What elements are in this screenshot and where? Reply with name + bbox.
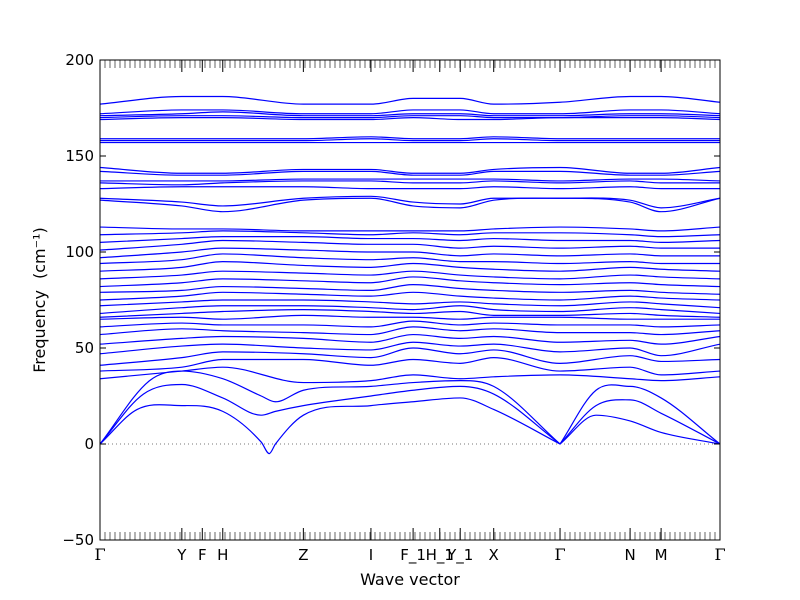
band-line (100, 260, 720, 272)
band-lines (100, 95, 720, 455)
band-line (100, 115, 720, 119)
y-tick-label: 50 (75, 339, 94, 357)
band-line (100, 239, 720, 251)
band-line (100, 383, 561, 445)
y-axis-label-text: Frequency (30, 290, 49, 373)
band-line (100, 314, 720, 320)
x-ticks: Γ Y F H Z I F_1 H_1Y_1 X Γ N M Γ (94, 60, 726, 565)
x-tick-label: Γ (554, 545, 565, 564)
band-line (100, 136, 720, 140)
band-line (100, 236, 720, 244)
band-line (100, 253, 720, 265)
x-tick-label: X (489, 546, 499, 564)
plot-background (100, 60, 720, 540)
plot-frame (99, 59, 721, 541)
band-line (100, 320, 720, 328)
y-tick-label: 200 (65, 51, 94, 69)
band-line (559, 399, 720, 445)
x-tick-label: Y_1 (446, 546, 473, 565)
band-line (100, 366, 720, 384)
x-tick-label: N (624, 546, 635, 564)
band-line (100, 356, 720, 376)
band-line (559, 384, 720, 445)
band-line (100, 180, 720, 186)
y-tick-label: 150 (65, 147, 94, 165)
band-line (100, 276, 720, 288)
band-line (100, 230, 720, 238)
band-line (100, 111, 720, 117)
band-line (100, 341, 720, 357)
x-tick-label: F (198, 546, 207, 564)
x-tick-label: Γ (714, 545, 725, 564)
x-tick-label: M (655, 546, 668, 564)
x-tick-label: F_1 (400, 546, 426, 565)
band-line (100, 333, 720, 345)
band-line (100, 291, 720, 301)
band-line (100, 116, 720, 121)
band-line (100, 326, 720, 336)
band-line (100, 178, 720, 182)
x-tick-label: Γ (94, 545, 105, 564)
band-line (100, 170, 720, 176)
y-tick-label: −50 (62, 531, 94, 549)
band-line (100, 138, 720, 142)
band-line (100, 284, 720, 295)
x-tick-label: H (217, 546, 228, 564)
band-line (100, 195, 720, 209)
y-axis-label: Frequency (cm⁻¹) (30, 227, 49, 372)
x-tick-label: I (369, 546, 373, 564)
band-line (100, 166, 720, 174)
band-line (100, 397, 561, 455)
band-line (100, 270, 720, 280)
band-line (100, 109, 720, 115)
band-line (100, 186, 720, 190)
y-tick-label: 100 (65, 243, 94, 261)
y-tick-label: 0 (84, 435, 94, 453)
band-line (100, 247, 720, 259)
band-line (100, 308, 720, 318)
x-tick-label: H_1 (426, 546, 454, 565)
x-tick-label: Y (176, 546, 187, 564)
band-line (559, 414, 720, 445)
x-tick-label: Z (298, 546, 308, 564)
y-axis-label-unit: (cm⁻¹) (30, 227, 49, 279)
band-line (100, 226, 720, 232)
band-line (100, 197, 720, 213)
band-line (100, 305, 720, 315)
band-line (100, 299, 720, 309)
x-axis-label: Wave vector (360, 570, 460, 589)
band-line (100, 95, 720, 105)
band-line (100, 347, 720, 366)
